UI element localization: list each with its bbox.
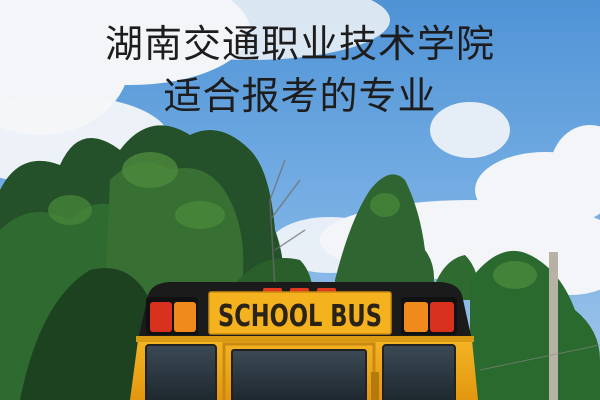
left-light-cluster xyxy=(146,297,198,335)
rear-door-window xyxy=(231,349,367,400)
school-bus-sign xyxy=(208,291,392,335)
utility-pole xyxy=(549,252,558,400)
headline-line-2: 适合报考的专业 xyxy=(163,74,437,118)
school-bus-sign-text: SCHOOL BUS xyxy=(218,299,382,334)
headline-line-1: 湖南交通职业技术学院 xyxy=(104,22,495,66)
right-light-cluster xyxy=(401,297,457,335)
rear-window-right xyxy=(382,344,456,400)
bare-branches xyxy=(269,159,306,291)
clouds xyxy=(0,0,600,295)
power-lines xyxy=(479,344,600,371)
headline: 湖南交通职业技术学院 适合报考的专业 xyxy=(0,18,600,122)
rear-window-left xyxy=(145,344,217,400)
